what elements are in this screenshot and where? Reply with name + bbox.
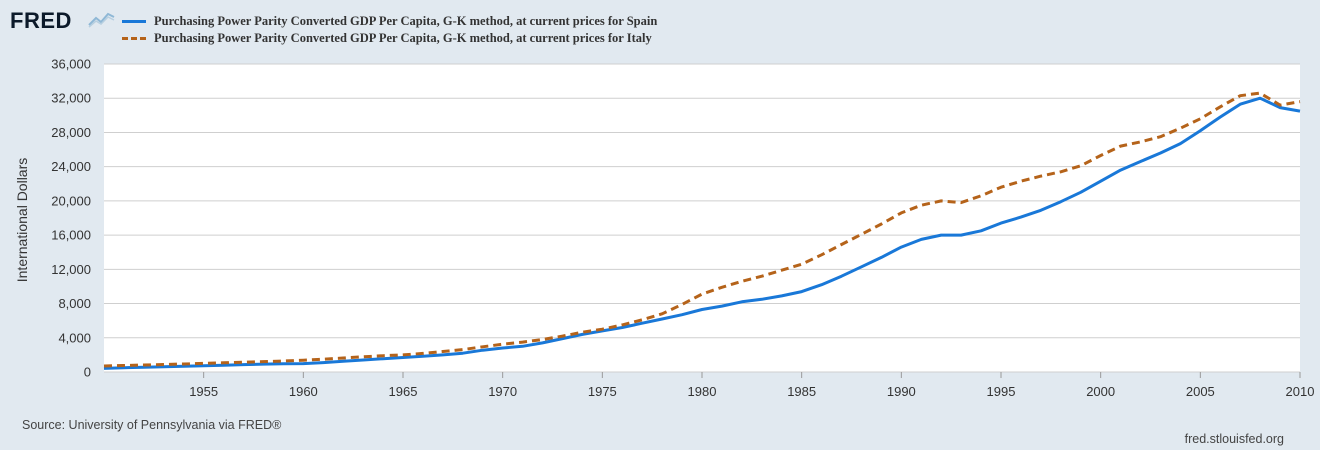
source-note: Source: University of Pennsylvania via F… (22, 418, 282, 432)
x-tick-label: 1970 (488, 384, 517, 399)
x-tick-label: 2010 (1286, 384, 1315, 399)
y-tick-label: 8,000 (58, 296, 91, 311)
line-chart-icon (88, 10, 116, 28)
legend-label-italy: Purchasing Power Parity Converted GDP Pe… (154, 31, 652, 45)
y-tick-label: 12,000 (51, 262, 91, 277)
series-line-italy[interactable] (103, 91, 1301, 368)
y-tick-label: 32,000 (51, 91, 91, 106)
y-tick-label: 24,000 (51, 159, 91, 174)
fred-logo[interactable]: FRED (10, 8, 72, 33)
fred-credit-link[interactable]: fred.stlouisfed.org (1184, 432, 1284, 446)
x-axis-ticks: 1955 1960 1965 1970 1975 1980 1985 1990 1995 2000… (189, 372, 1314, 399)
legend-swatch-italy (122, 37, 146, 40)
plot-area (104, 64, 1300, 372)
legend-item-spain[interactable]: Purchasing Power Parity Converted GDP Pe… (122, 13, 657, 30)
y-axis-ticks: 0 4,000 8,000 12,000 16,000 20,000 24,000 28,00… (51, 57, 91, 380)
x-tick-label: 1995 (987, 384, 1016, 399)
y-tick-label: 16,000 (51, 228, 91, 243)
series-lines (103, 91, 1301, 370)
legend-swatch-spain (122, 20, 146, 23)
x-tick-label: 1965 (389, 384, 418, 399)
x-tick-label: 1960 (289, 384, 318, 399)
y-tick-label: 0 (84, 365, 91, 380)
legend-item-italy[interactable]: Purchasing Power Parity Converted GDP Pe… (122, 30, 657, 47)
x-tick-label: 1980 (688, 384, 717, 399)
y-tick-label: 28,000 (51, 125, 91, 140)
x-tick-label: 1985 (787, 384, 816, 399)
legend-label-spain: Purchasing Power Parity Converted GDP Pe… (154, 14, 658, 28)
chart-header: FRED Purchasing Power Parity Converted G… (0, 0, 1320, 52)
x-tick-label: 1975 (588, 384, 617, 399)
x-tick-label: 1990 (887, 384, 916, 399)
x-tick-label: 2005 (1186, 384, 1215, 399)
x-tick-label: 2000 (1086, 384, 1115, 399)
series-line-spain[interactable] (103, 96, 1301, 370)
x-tick-label: 1955 (189, 384, 218, 399)
y-axis-label: International Dollars (14, 158, 30, 283)
legend: Purchasing Power Parity Converted GDP Pe… (122, 13, 657, 47)
y-tick-label: 4,000 (58, 330, 91, 345)
y-tick-label: 36,000 (51, 57, 91, 72)
y-tick-label: 20,000 (51, 193, 91, 208)
